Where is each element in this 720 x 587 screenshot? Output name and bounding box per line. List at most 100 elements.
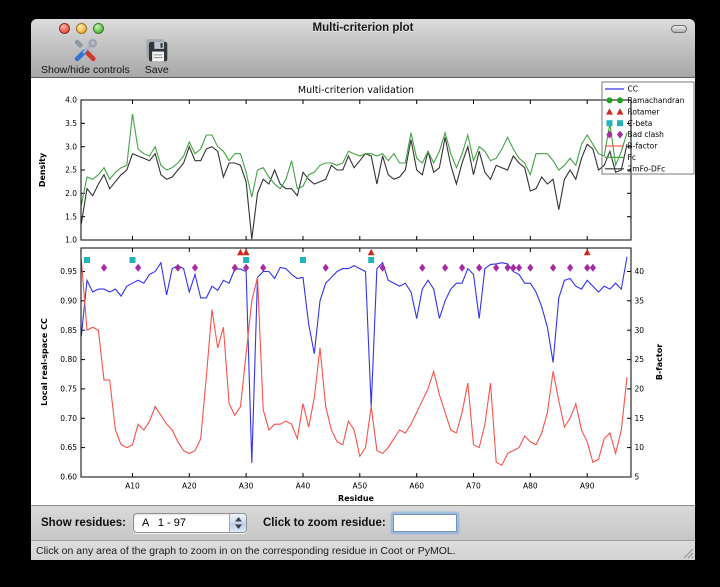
cc-tick-label: 0.70 — [60, 414, 77, 423]
density-tick-label: 2.5 — [65, 166, 77, 175]
residue-tick-label: A30 — [239, 482, 254, 491]
bad-clash-marker — [493, 263, 500, 272]
bad-clash-marker — [174, 263, 181, 272]
legend: CC Ramachandran Rotamer C-beta Bad clash B-fa… — [601, 81, 695, 175]
cbeta-marker — [368, 257, 375, 263]
stepper-icon[interactable] — [229, 514, 246, 532]
zoom-button[interactable] — [93, 23, 104, 34]
figure-canvas[interactable]: Multi-criterion validation Density 1.0 1.5 2… — [31, 78, 695, 505]
resize-grip[interactable] — [681, 546, 694, 559]
bad-clash-marker — [550, 263, 557, 272]
bad-clash-marker — [379, 263, 386, 272]
app-window: Multi-criterion plot Show/hide controls — [31, 19, 695, 560]
cbeta-marker — [129, 257, 136, 263]
save-button[interactable]: Save — [144, 37, 170, 76]
bfactor-tick-label: 30 — [635, 326, 645, 335]
legend-label: Fc — [628, 153, 636, 162]
status-text: Click on any area of the graph to zoom i… — [36, 544, 456, 557]
bfactor-tick-label: 40 — [635, 267, 645, 276]
2mfo-dfc-line — [80, 137, 628, 240]
rotamer-markers — [237, 248, 591, 256]
toolbar-button-label: Show/hide controls — [41, 64, 130, 76]
minimize-button[interactable] — [76, 23, 87, 34]
bfactor-tick-label: 5 — [635, 473, 640, 482]
bfactor-tick-label: 20 — [635, 385, 645, 394]
cc-tick-label: 0.65 — [60, 443, 77, 452]
close-button[interactable] — [59, 23, 70, 34]
toolbar: Show/hide controls Save — [31, 37, 695, 78]
legend-box — [601, 81, 695, 175]
cc-tick-label: 0.85 — [60, 326, 77, 335]
legend-label: Ramachandran — [628, 96, 685, 105]
rotamer-marker — [367, 248, 375, 256]
window-titlebar[interactable]: Multi-criterion plot — [31, 19, 695, 39]
residue-axis-label: Residue — [338, 494, 375, 503]
residue-tick-label: A60 — [409, 482, 424, 491]
density-tick-label: 4.0 — [65, 96, 77, 105]
bfactor-tick-label: 15 — [635, 414, 645, 423]
bad-clash-marker — [504, 263, 511, 272]
window-header: Multi-criterion plot Show/hide controls — [31, 19, 695, 78]
bfactor-tick-label: 25 — [635, 355, 645, 364]
legend-label: 2mFo-DFc — [628, 164, 666, 173]
status-bar: Click on any area of the graph to zoom i… — [31, 540, 695, 560]
rotamer-legend-marker — [616, 108, 624, 115]
rotamer-marker — [583, 248, 591, 256]
cc-tick-label: 0.95 — [60, 267, 77, 276]
bad-clash-marker — [419, 263, 426, 272]
bad-clash-marker — [584, 263, 591, 272]
bad-clash-marker — [442, 263, 449, 272]
bad-clash-legend-marker — [616, 130, 624, 139]
top-axes — [80, 99, 632, 241]
residue-range-select[interactable]: A 1 - 97 — [133, 513, 247, 533]
show-residues-label: Show residues: — [41, 517, 126, 529]
stepper-arrows-icon — [234, 517, 242, 529]
residue-tick-label: A90 — [580, 482, 595, 491]
fc-line — [80, 113, 628, 206]
density-axis-label: Density — [38, 152, 47, 187]
bad-clash-markers — [100, 263, 596, 272]
save-icon — [145, 39, 168, 62]
bottom-axes — [80, 247, 632, 478]
legend-label: B-factor — [628, 142, 659, 151]
plot-title: Multi-criterion validation — [298, 85, 414, 96]
cc-tick-label: 0.60 — [60, 473, 77, 482]
bad-clash-marker — [191, 263, 199, 272]
cc-tick-label: 0.75 — [60, 385, 77, 394]
density-tick-label: 2.0 — [65, 189, 77, 198]
cbeta-marker — [243, 257, 250, 263]
residue-range-value: A 1 - 97 — [142, 517, 187, 529]
density-tick-label: 1.0 — [65, 236, 77, 245]
density-tick-label: 1.5 — [65, 212, 77, 221]
cc-line — [80, 256, 628, 463]
bfactor-axis-label: B-factor — [655, 344, 664, 380]
bfactor-tick-label: 10 — [635, 443, 645, 452]
plot-area: Multi-criterion validation Density 1.0 1.5 2… — [31, 78, 695, 505]
bad-clash-marker — [567, 263, 574, 272]
rotamer-marker — [237, 248, 244, 256]
bad-clash-marker — [510, 263, 517, 272]
figure-background — [31, 78, 695, 505]
bad-clash-marker — [231, 263, 238, 272]
bad-clash-marker — [589, 263, 596, 272]
residue-tick-label: A50 — [352, 482, 367, 491]
cc-tick-label: 0.90 — [60, 296, 77, 305]
bfactor-line — [80, 259, 628, 467]
bad-clash-marker — [476, 263, 483, 272]
zoom-residue-label: Click to zoom residue: — [263, 517, 386, 529]
bfactor-tick-label: 35 — [635, 296, 645, 305]
cbeta-marker — [300, 257, 306, 263]
legend-label: CC — [628, 85, 638, 94]
ramachandran-legend-marker — [617, 97, 623, 104]
rotamer-marker — [242, 248, 250, 256]
bad-clash-marker — [260, 263, 267, 272]
toolbar-toggle-button[interactable] — [671, 25, 687, 33]
controls-bar: Show residues: A 1 - 97 Click to zoom re… — [31, 505, 695, 540]
show-hide-controls-button[interactable]: Show/hide controls — [41, 37, 130, 76]
bad-clash-marker — [243, 263, 250, 272]
bad-clash-marker — [459, 263, 466, 272]
tools-icon — [74, 38, 97, 62]
legend-label: C-beta — [628, 119, 653, 128]
zoom-residue-input[interactable] — [392, 514, 457, 532]
